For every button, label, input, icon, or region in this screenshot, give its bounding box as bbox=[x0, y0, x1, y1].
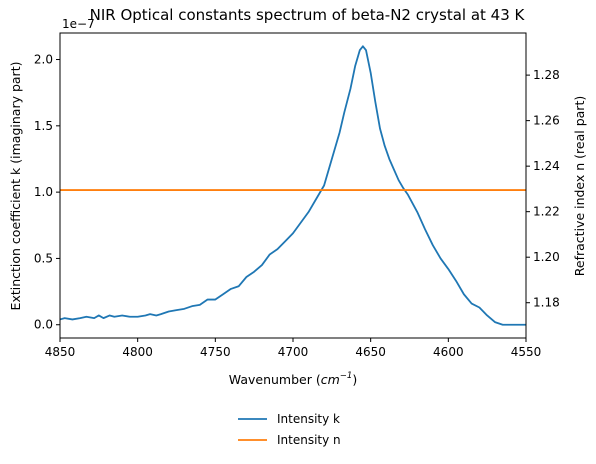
y-axis-right-label: Refractive index n (real part) bbox=[572, 96, 587, 276]
legend: Intensity k Intensity n bbox=[238, 412, 341, 447]
x-tick-label: 4550 bbox=[511, 345, 542, 359]
chart-title: NIR Optical constants spectrum of beta-N… bbox=[90, 6, 526, 24]
y-right-tick-label: 1.22 bbox=[533, 205, 560, 219]
x-tick-label: 4800 bbox=[122, 345, 153, 359]
y-left-tick-label: 2.0 bbox=[34, 53, 53, 67]
series-line-k bbox=[59, 45, 526, 326]
y-offset-text: 1e−7 bbox=[62, 17, 95, 31]
x-tick-label: 4850 bbox=[45, 345, 76, 359]
y-right-tick-label: 1.28 bbox=[533, 68, 560, 82]
x-axis-label: Wavenumber (cm−1) bbox=[229, 371, 357, 387]
legend-label-k: Intensity k bbox=[277, 412, 340, 426]
y-left-tick-label: 1.0 bbox=[34, 185, 53, 199]
y-left-tick-label: 1.5 bbox=[34, 119, 53, 133]
y-axis-left-label: Extinction coefficient k (imaginary part… bbox=[8, 62, 23, 311]
x-tick-label: 4700 bbox=[278, 345, 309, 359]
y-right-tick-label: 1.18 bbox=[533, 296, 560, 310]
y-right-tick-label: 1.26 bbox=[533, 114, 560, 128]
y-axis-left: 0.0 0.5 1.0 1.5 2.0 bbox=[34, 53, 60, 332]
x-axis-label-unit: cm bbox=[321, 372, 340, 387]
series-layer bbox=[59, 45, 526, 326]
y-right-tick-label: 1.20 bbox=[533, 250, 560, 264]
x-tick-label: 4750 bbox=[200, 345, 231, 359]
y-axis-right: 1.18 1.20 1.22 1.24 1.26 1.28 bbox=[526, 68, 560, 310]
x-axis-label-main: Wavenumber ( bbox=[229, 372, 321, 387]
y-left-tick-label: 0.0 bbox=[34, 318, 53, 332]
x-tick-label: 4600 bbox=[433, 345, 464, 359]
x-axis-label-exponent: −1 bbox=[340, 371, 353, 381]
x-tick-label: 4650 bbox=[355, 345, 386, 359]
y-left-tick-label: 0.5 bbox=[34, 251, 53, 265]
legend-label-n: Intensity n bbox=[277, 433, 341, 447]
x-axis: 4850 4800 4750 4700 4650 4600 4550 bbox=[45, 338, 542, 359]
y-right-tick-label: 1.24 bbox=[533, 159, 560, 173]
x-axis-label-close: ) bbox=[352, 372, 357, 387]
